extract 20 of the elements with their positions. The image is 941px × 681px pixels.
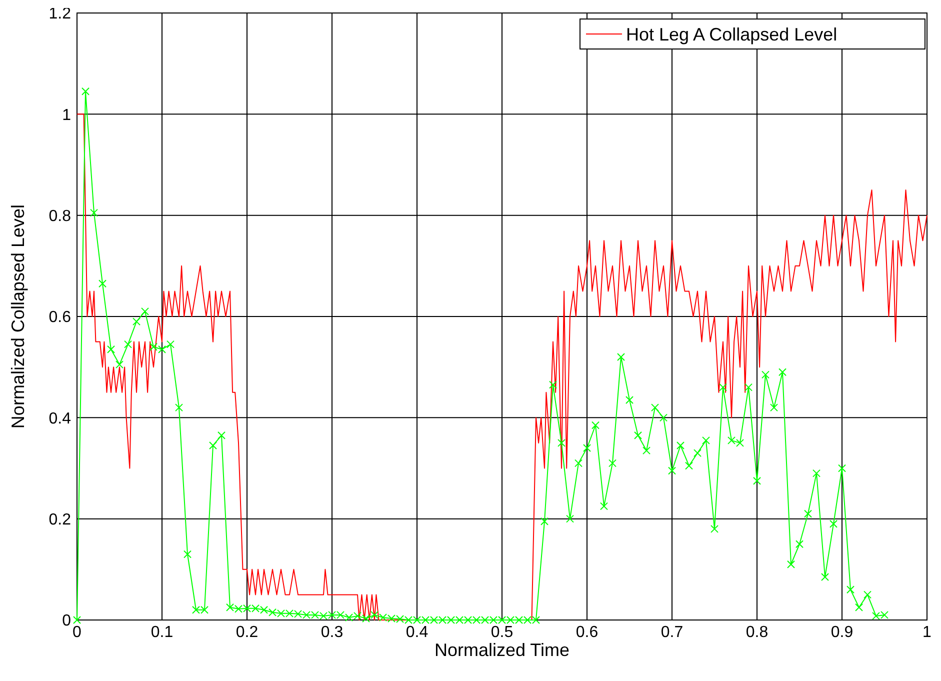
y-tick-label: 0.8 <box>48 208 72 225</box>
x-tick-label: 0.7 <box>660 624 684 641</box>
x-tick-label: 0.1 <box>150 624 174 641</box>
x-tick-label: 0.3 <box>320 624 344 641</box>
y-tick-label: 0.2 <box>48 511 72 528</box>
x-tick-label: 0.6 <box>576 624 598 641</box>
y-tick-label: 0.4 <box>48 410 72 428</box>
x-tick-label: 0.8 <box>746 624 768 641</box>
y-tick-label: 1 <box>62 106 72 124</box>
y-axis-title: Normalized Collapsed Level <box>8 204 28 429</box>
x-tick-label: 0 <box>72 624 82 641</box>
x-tick-label: 0.2 <box>236 624 258 641</box>
x-tick-label: 0.4 <box>406 624 428 641</box>
x-tick-label: 0.5 <box>490 624 514 641</box>
legend-label: Hot Leg A Collapsed Level <box>626 24 838 44</box>
x-tick-label: 1 <box>922 624 932 641</box>
y-tick-label: 0.6 <box>48 309 72 326</box>
x-tick-label: 0.9 <box>830 624 854 641</box>
x-axis-title: Normalized Time <box>434 640 570 660</box>
y-tick-label: 0 <box>62 612 72 630</box>
